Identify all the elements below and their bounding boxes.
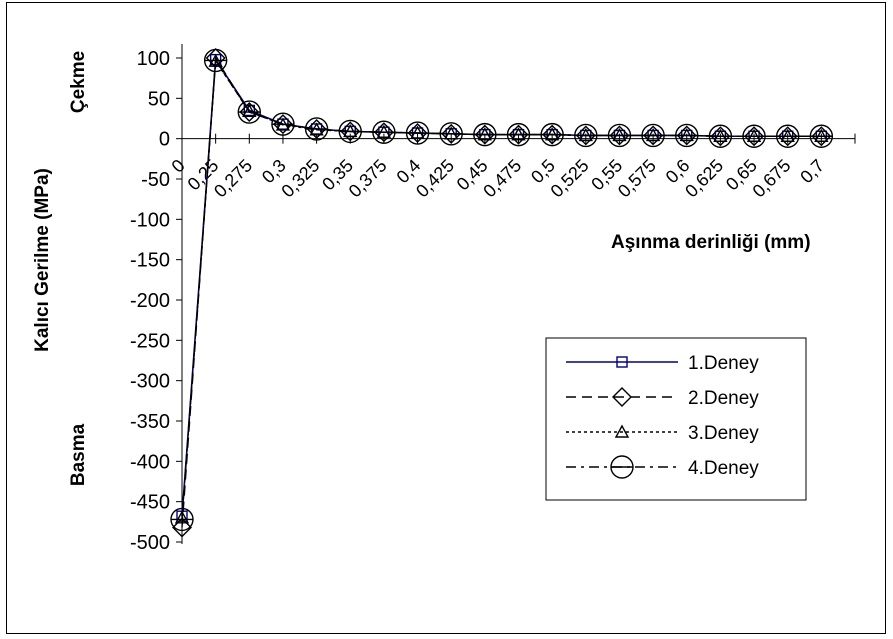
data-point bbox=[641, 123, 665, 148]
data-point bbox=[242, 103, 257, 117]
y-tick-label: 0 bbox=[159, 129, 170, 151]
annotation-top: Çekme bbox=[68, 51, 89, 113]
legend-marker bbox=[616, 356, 628, 368]
y-tick-label: -50 bbox=[141, 169, 170, 191]
data-point bbox=[574, 123, 598, 148]
y-tick-label: -500 bbox=[130, 532, 170, 554]
legend-item-3: 3.Deney bbox=[566, 423, 759, 444]
y-axis: 100 50 0 -50 -100 -150 -200 -250 -300 -350 -400 -45… bbox=[130, 44, 183, 554]
y-tick-label: -350 bbox=[130, 411, 170, 433]
x-tick-label: 0,575 bbox=[614, 155, 660, 201]
y-tick-label: 50 bbox=[148, 88, 170, 110]
x-axis-title: Aşınma derinliği (mm) bbox=[611, 232, 811, 253]
y-tick-label: -150 bbox=[130, 250, 170, 272]
data-point bbox=[304, 117, 329, 141]
y-tick-label: -250 bbox=[130, 330, 170, 352]
x-tick-label: 0,275 bbox=[210, 155, 256, 201]
x-tick-label: 0 bbox=[168, 155, 189, 176]
data-point bbox=[372, 120, 396, 144]
y-tick-label: -400 bbox=[130, 451, 170, 473]
data-point bbox=[607, 123, 632, 148]
legend-label: 1.Deney bbox=[688, 353, 759, 374]
data-point bbox=[237, 100, 262, 124]
data-point bbox=[338, 119, 362, 144]
data-point bbox=[776, 124, 800, 148]
legend-item-4: 4.Deney bbox=[566, 455, 759, 479]
y-tick-label: -100 bbox=[130, 209, 170, 231]
x-tick-label: 0,375 bbox=[345, 155, 391, 201]
x-tick-label: 0,325 bbox=[277, 155, 323, 201]
series-4 bbox=[170, 48, 834, 532]
data-point bbox=[473, 122, 497, 147]
legend-marker bbox=[612, 387, 632, 407]
y-tick-label: -450 bbox=[130, 492, 170, 514]
data-point bbox=[506, 122, 531, 147]
x-tick-label: 0,7 bbox=[796, 155, 828, 187]
series-layer bbox=[170, 48, 834, 538]
legend-marker bbox=[614, 424, 630, 438]
x-tick-label: 0,425 bbox=[412, 155, 458, 201]
y-tick-label: -300 bbox=[130, 371, 170, 393]
legend-box bbox=[545, 337, 807, 501]
data-point bbox=[708, 124, 733, 148]
chart-frame bbox=[6, 2, 886, 634]
x-tick-label: 0,475 bbox=[479, 155, 525, 201]
data-point bbox=[405, 121, 430, 145]
annotation-bottom: Basma bbox=[68, 423, 89, 486]
data-point bbox=[170, 507, 194, 532]
y-tick-label: 100 bbox=[137, 48, 170, 70]
legend-label: 3.Deney bbox=[688, 423, 759, 444]
data-point bbox=[172, 517, 192, 538]
x-tick-label: 0,675 bbox=[749, 155, 795, 201]
data-point bbox=[174, 510, 190, 524]
data-point bbox=[439, 122, 463, 146]
y-tick-label: -200 bbox=[130, 290, 170, 312]
data-point bbox=[742, 124, 766, 148]
data-point bbox=[540, 122, 564, 147]
legend-item-1: 1.Deney bbox=[566, 353, 759, 374]
legend: 1.Deney 2.Deney 3.Deney 4.Deney bbox=[545, 337, 807, 501]
legend-marker bbox=[610, 455, 634, 479]
data-point bbox=[203, 48, 228, 73]
legend-item-2: 2.Deney bbox=[566, 387, 759, 409]
legend-label: 4.Deney bbox=[688, 458, 759, 479]
data-point bbox=[809, 124, 834, 148]
data-point bbox=[271, 112, 295, 136]
data-point bbox=[675, 123, 699, 148]
data-point bbox=[205, 48, 226, 68]
y-axis-title: Kalıcı Gerilme (MPa) bbox=[32, 168, 53, 352]
x-tick-label: 0,525 bbox=[547, 155, 593, 201]
legend-label: 2.Deney bbox=[688, 388, 759, 409]
x-tick-label: 0,625 bbox=[681, 155, 727, 201]
